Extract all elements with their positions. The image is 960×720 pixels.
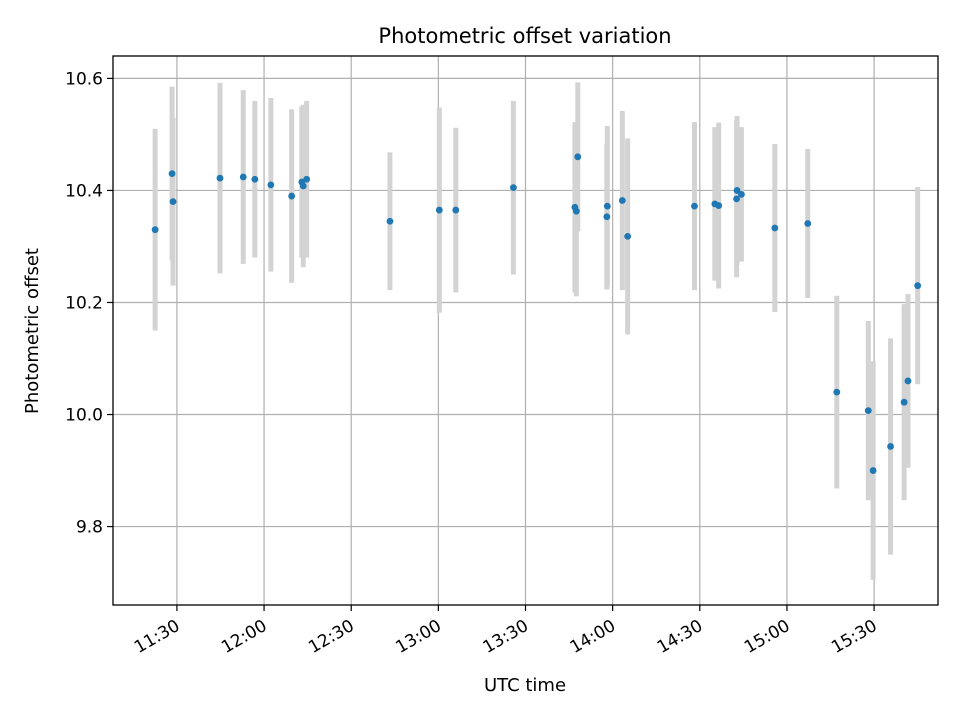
data-point — [509, 184, 517, 192]
data-point — [733, 187, 741, 194]
data-point — [715, 202, 723, 209]
chart-title: Photometric offset variation — [378, 24, 671, 48]
data-point — [733, 195, 740, 203]
data-point — [887, 443, 894, 450]
data-point — [572, 207, 580, 215]
data-point — [618, 197, 626, 204]
data-point — [771, 224, 779, 232]
data-point — [904, 377, 912, 385]
y-tick-label: 9.8 — [76, 518, 103, 538]
data-point — [574, 153, 582, 161]
data-point — [900, 398, 908, 406]
y-tick-label: 10.0 — [65, 406, 103, 426]
y-tick-label: 10.2 — [65, 293, 103, 313]
y-tick-label: 10.4 — [65, 181, 103, 201]
x-axis-label: UTC time — [484, 675, 566, 696]
y-axis-label: Photometric offset — [22, 248, 43, 414]
y-axis: 9.8 10.0 10.2 10.4 10.6 — [65, 69, 113, 538]
data-point — [804, 220, 812, 227]
data-point — [168, 170, 176, 178]
data-point — [299, 182, 307, 190]
data-point — [914, 282, 922, 290]
grid — [113, 56, 938, 605]
data-point — [864, 407, 872, 415]
data-point — [869, 467, 877, 474]
y-tick-label: 10.6 — [65, 69, 103, 89]
data-point — [603, 213, 611, 221]
data-point — [251, 175, 259, 183]
data-point — [691, 202, 698, 210]
data-point — [452, 206, 460, 214]
data-point — [624, 232, 632, 240]
data-point — [239, 173, 247, 181]
data-points — [151, 153, 922, 474]
data-point — [169, 198, 177, 206]
data-point — [151, 226, 159, 234]
data-point — [267, 181, 275, 189]
data-point — [288, 192, 296, 200]
data-point — [435, 206, 443, 214]
data-point — [386, 217, 394, 225]
data-point — [216, 174, 224, 182]
data-point — [603, 202, 611, 210]
data-point — [738, 190, 745, 198]
data-point — [303, 175, 311, 183]
data-point — [833, 388, 841, 396]
